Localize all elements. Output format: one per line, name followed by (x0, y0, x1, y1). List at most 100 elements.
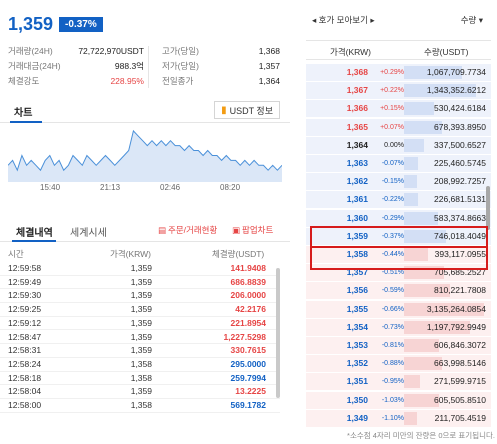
trade-volume: 330.7615 (230, 345, 266, 356)
stat-row: 거래량(24H) 72,722,970USDT 고가(당일) 1,368 (8, 44, 280, 59)
order-change: -0.29% (381, 214, 404, 222)
orderbook-ask-row[interactable]: 1,365 +0.07% 678,393.8950 (306, 118, 491, 136)
tab-chart[interactable]: 차트 (14, 108, 33, 119)
order-price: 1,362 (346, 176, 368, 187)
orderbook-ask-row[interactable]: 1,364 0.00% 337,500.6527 (306, 136, 491, 154)
highlight-divider (310, 246, 488, 248)
order-change: -1.03% (381, 396, 404, 404)
trade-row: 12:59:49 1,359 686.8839 (0, 276, 280, 290)
order-quantity: 337,500.6527 (434, 139, 486, 150)
orderbook-bid-row[interactable]: 1,351 -0.95% 271,599.9715 (306, 373, 491, 391)
orderbook-view-selector[interactable]: ◂ 호가 모아보기 ▸ (312, 14, 375, 26)
order-price: 1,368 (346, 67, 368, 77)
orderbook-ask-row[interactable]: 1,363 -0.07% 225,460.5745 (306, 155, 491, 172)
chevron-left-icon[interactable]: ◂ (312, 15, 317, 25)
orderbook-ask-row[interactable]: 1,367 +0.22% 1,343,352.6212 (306, 82, 491, 100)
order-price: 1,355 (346, 303, 368, 314)
order-change: +0.22% (380, 87, 404, 95)
stat-value: 988.3억 (114, 61, 144, 71)
col-time: 시간 (8, 249, 24, 259)
orderbook-ask-row[interactable]: 1,359 -0.37% 746,018.4049 (306, 227, 491, 245)
trade-volume: 1,227.5298 (223, 331, 266, 342)
order-volume-bar (404, 66, 462, 79)
stat-label: 체결강도 (8, 76, 40, 86)
order-price: 1,359 (346, 230, 368, 241)
tab-world-price[interactable]: 세계시세 (70, 228, 107, 239)
chevron-right-icon[interactable]: ▸ (370, 15, 375, 25)
trade-volume: 221.8954 (230, 317, 266, 328)
change-rate-badge: -0.37% (59, 17, 103, 32)
clipboard-icon: ▤ (158, 224, 167, 235)
orderbook-bid-row[interactable]: 1,352 -0.88% 663,998.5146 (306, 355, 491, 373)
orderbook-bid-row[interactable]: 1,358 -0.44% 393,117.0955 (306, 246, 491, 263)
orderbook-bid-row[interactable]: 1,354 -0.73% 1,197,792.9949 (306, 318, 491, 336)
orderbook-ask-row[interactable]: 1,361 -0.22% 226,681.5131 (306, 191, 491, 209)
time-tick: 21:13 (100, 183, 121, 192)
orderbook-bid-row[interactable]: 1,355 -0.66% 3,135,264.0854 (306, 300, 491, 318)
orderbook-panel: ◂ 호가 모아보기 ▸ 수량 ▾ 가격(KRW) 수량(USDT) 1,368 +… (306, 0, 497, 444)
trade-time: 12:58:18 (8, 372, 42, 383)
trade-volume: 686.8839 (230, 276, 266, 287)
order-change: -0.51% (381, 269, 404, 277)
trades-header: 체결내역 세계시세 ▤ 주문/거래현황 ▣ 팝업차트 (0, 218, 290, 242)
price-line-chart[interactable] (8, 124, 282, 182)
time-tick: 02:46 (160, 183, 181, 192)
orderbook-bid-row[interactable]: 1,353 -0.81% 606,846.3072 (306, 337, 491, 354)
tab-trade-history[interactable]: 체결내역 (16, 228, 53, 239)
trade-time: 12:59:49 (8, 276, 42, 287)
popup-chart-label: 팝업차트 (242, 225, 274, 235)
stat-label: 저가(당일) (162, 61, 199, 71)
quantity-dropdown[interactable]: 수량 ▾ (461, 14, 483, 26)
trades-list[interactable]: 12:59:58 1,359 141.9408 12:59:49 1,359 686.88… (0, 262, 280, 422)
orderbook-bid-row[interactable]: 1,350 -1.03% 605,505.8510 (306, 391, 491, 409)
order-change: -0.88% (381, 360, 404, 368)
order-quantity: 583,374.8663 (434, 212, 486, 223)
col-quantity: 수량(USDT) (424, 47, 469, 57)
order-volume-bar (404, 320, 470, 334)
order-price: 1,354 (346, 321, 368, 332)
order-volume-bar (404, 339, 439, 352)
order-status-link[interactable]: ▤ 주문/거래현황 (158, 224, 217, 236)
order-change: -0.66% (381, 305, 404, 313)
highlight-annotation-box (310, 226, 488, 270)
bar-chart-icon: ▮ (221, 104, 227, 116)
trade-price: 1,359 (130, 263, 152, 273)
orderbook-bid-row[interactable]: 1,349 -1.10% 211,705.4519 (306, 409, 491, 427)
order-quantity: 211,705.4519 (434, 412, 486, 423)
orderbook-ask-row[interactable]: 1,366 +0.15% 530,424.6184 (306, 100, 491, 118)
trade-time: 12:59:25 (8, 304, 42, 315)
orderbook-ask-row[interactable]: 1,360 -0.29% 583,374.8663 (306, 209, 491, 227)
usdt-info-label: USDT 정보 (229, 105, 273, 116)
trade-price: 1,359 (130, 317, 152, 328)
stats-divider (148, 46, 149, 88)
orderbook-toolbar: ◂ 호가 모아보기 ▸ 수량 ▾ (306, 14, 497, 28)
trade-price: 1,359 (130, 290, 152, 301)
quantity-label: 수량 (460, 15, 477, 25)
trade-row: 12:58:18 1,358 259.7994 (0, 372, 280, 386)
trade-row: 12:58:04 1,359 13.2225 (0, 385, 280, 399)
usdt-info-button[interactable]: ▮ USDT 정보 (214, 101, 280, 119)
order-quantity: 393,117.0955 (434, 249, 486, 259)
popup-chart-link[interactable]: ▣ 팝업차트 (232, 224, 273, 236)
order-volume-bar (404, 357, 442, 371)
trade-row: 12:59:30 1,359 206.0000 (0, 289, 280, 304)
order-quantity: 663,998.5146 (434, 358, 486, 369)
trade-price: 1,359 (130, 345, 152, 356)
trades-scrollbar[interactable] (276, 268, 280, 398)
order-price: 1,351 (346, 376, 368, 387)
trade-time: 12:58:00 (8, 400, 42, 410)
orderbook-ask-row[interactable]: 1,368 +0.29% 1,067,709.7734 (306, 64, 491, 81)
orderbook-scrollbar[interactable] (486, 186, 490, 230)
stat-row: 거래대금(24H) 988.3억 저가(당일) 1,357 (8, 59, 280, 74)
orderbook-ask-row[interactable]: 1,362 -0.15% 208,992.7257 (306, 173, 491, 191)
stat-label: 거래량(24H) (8, 46, 53, 56)
col-price: 가격(KRW) (110, 249, 151, 259)
order-quantity: 1,067,709.7734 (426, 67, 486, 77)
price-header: 1,359 -0.37% (8, 14, 103, 35)
order-change: -0.07% (381, 160, 404, 167)
order-quantity: 226,681.5131 (434, 194, 486, 205)
order-change: -0.44% (381, 251, 404, 258)
orderbook-bid-row[interactable]: 1,356 -0.59% 810,221.7808 (306, 282, 491, 300)
order-quantity: 1,343,352.6212 (426, 85, 486, 96)
stat-value: 72,722,970USDT (78, 46, 144, 56)
